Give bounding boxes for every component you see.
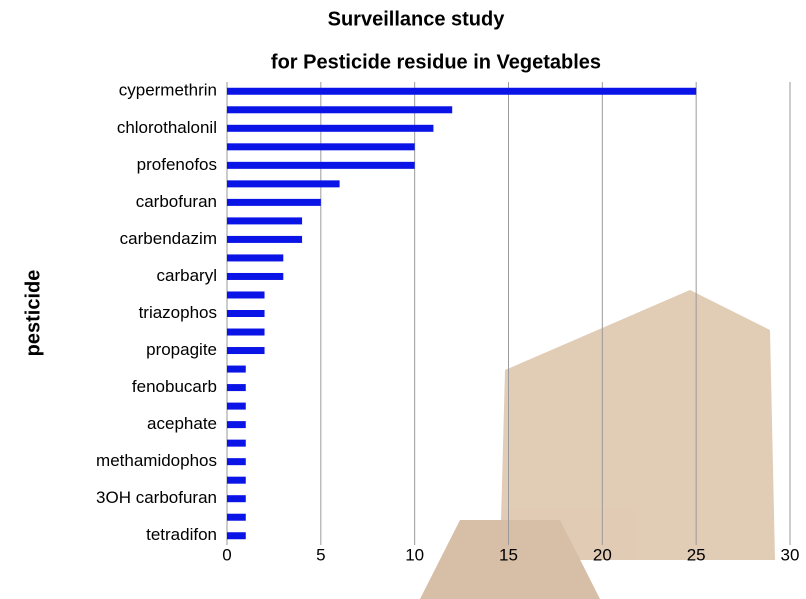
bar [227,236,302,243]
bar [227,403,246,410]
bar [227,440,246,447]
bar [227,495,246,502]
bar [227,347,265,354]
bar [227,106,452,113]
bar [227,329,265,336]
x-tick-label: 30 [781,545,800,564]
bar [227,532,246,539]
bar [227,310,265,317]
bar [227,125,433,132]
y-tick-label: carbofuran [136,192,217,211]
bar [227,162,415,169]
bar [227,180,340,187]
x-tick-label: 0 [222,545,231,564]
y-tick-label: cypermethrin [119,81,217,100]
x-tick-label: 10 [405,545,424,564]
y-tick-label: carbaryl [157,266,217,285]
y-tick-label: carbendazim [120,229,217,248]
bar [227,199,321,206]
bar [227,514,246,521]
x-tick-label: 5 [316,545,325,564]
bar [227,366,246,373]
x-tick-label: 15 [499,545,518,564]
y-tick-label: propagite [146,340,217,359]
bar [227,143,415,150]
bar [227,477,246,484]
chart-title: Surveillance study [328,8,506,30]
bar [227,88,696,95]
bar [227,384,246,391]
x-tick-label: 25 [687,545,706,564]
bar [227,217,302,224]
bar [227,254,283,261]
y-axis-title: pesticide [22,270,44,357]
bar [227,291,265,298]
y-tick-label: 3OH carbofuran [96,488,217,507]
y-tick-label: acephate [147,414,217,433]
y-tick-label: tetradifon [146,525,217,544]
y-tick-label: triazophos [139,303,217,322]
chart-subtitle: for Pesticide residue in Vegetables [271,51,601,73]
y-tick-label: profenofos [137,155,217,174]
bar [227,458,246,465]
y-tick-label: fenobucarb [132,377,217,396]
y-tick-label: chlorothalonil [117,118,217,137]
chart: Surveillance study for Pesticide residue… [0,0,806,599]
y-tick-label: methamidophos [96,451,217,470]
bar [227,421,246,428]
bar [227,273,283,280]
x-tick-label: 20 [593,545,612,564]
